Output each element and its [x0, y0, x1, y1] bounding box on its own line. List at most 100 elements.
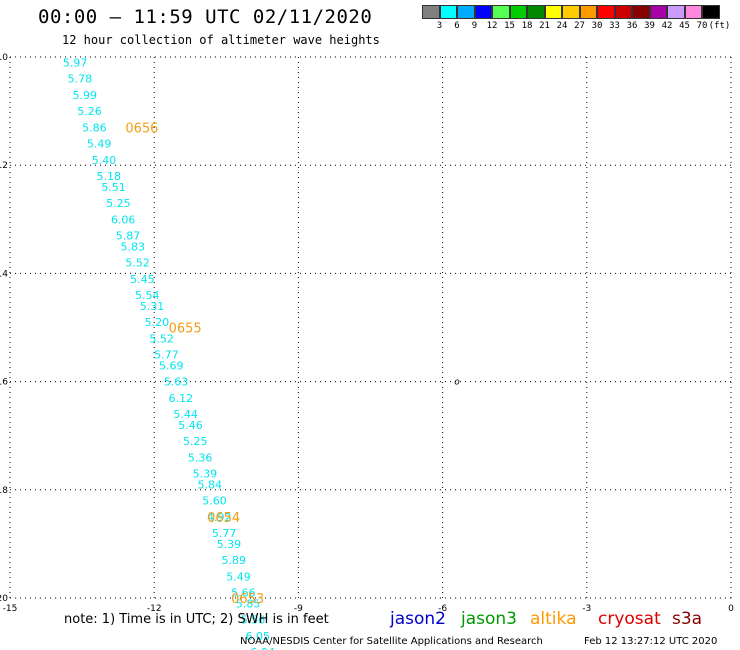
legend-cryosat: cryosat	[598, 609, 661, 629]
color-swatch	[597, 5, 615, 19]
x-tick-label: -15	[3, 604, 18, 614]
swh-value: 5.49	[226, 570, 251, 583]
color-scale-label: 12	[486, 21, 498, 31]
swh-value: 6.04	[250, 646, 274, 650]
y-tick-label: -12	[0, 161, 8, 171]
swh-value: 5.20	[145, 316, 170, 329]
color-swatch	[492, 5, 510, 19]
y-tick-label: -14	[0, 269, 8, 279]
x-tick-label: -9	[294, 604, 303, 614]
page-subtitle: 12 hour collection of altimeter wave hei…	[62, 33, 380, 47]
x-tick-label: -12	[147, 604, 162, 614]
swh-value: 5.77	[154, 349, 179, 362]
swh-value: 5.44	[173, 408, 198, 421]
color-scale-label: 45	[679, 21, 690, 31]
swh-value: 5.54	[135, 289, 160, 302]
color-scale-label: 6	[454, 21, 460, 31]
swh-value: 5.89	[221, 554, 246, 567]
color-scale-label: 36	[626, 21, 638, 31]
pass-time-label: 0656	[125, 121, 158, 136]
swh-value: 5.39	[193, 468, 218, 481]
color-swatch	[702, 5, 720, 19]
y-tick-label: -20	[0, 594, 8, 604]
legend-jason3: jason3	[461, 609, 517, 629]
swh-value: 5.51	[101, 181, 126, 194]
swh-value: 5.83	[121, 240, 146, 253]
color-scale-label: 21	[539, 21, 550, 31]
swh-value: 5.97	[63, 56, 88, 69]
x-tick-label: 0	[728, 604, 734, 614]
swh-value: 5.45	[130, 273, 155, 286]
swh-value: 5.87	[116, 230, 141, 243]
color-scale-label: 33	[609, 21, 620, 31]
pass-time-label: 0655	[169, 322, 202, 337]
color-swatch	[684, 5, 702, 19]
swh-value: 5.25	[106, 197, 131, 210]
swh-value: 5.86	[82, 121, 107, 134]
swh-value: 5.25	[183, 435, 208, 448]
units-note: note: 1) Time is in UTC; 2) SWH is in fe…	[64, 612, 329, 627]
color-swatch	[614, 5, 632, 19]
swh-value: 5.84	[197, 478, 222, 491]
swh-value: 6.05	[246, 630, 271, 643]
pass-time-label: 0654	[207, 511, 240, 526]
color-scale-label: 3	[436, 21, 443, 31]
swh-value: 5.56	[241, 614, 266, 627]
color-swatch	[474, 5, 492, 19]
swh-value: 5.99	[72, 89, 97, 102]
swh-value: 5.49	[87, 138, 112, 151]
color-scale-label: 24	[556, 21, 568, 31]
color-swatch	[667, 5, 685, 19]
swh-value: 5.63	[164, 376, 189, 389]
color-swatch	[509, 5, 527, 19]
swh-value: 5.52	[149, 332, 174, 345]
swh-value: 5.60	[202, 495, 227, 508]
color-scale-label: 70	[696, 21, 708, 31]
swh-value: 6.12	[169, 392, 194, 405]
color-swatch	[562, 5, 580, 19]
swh-value: 5.78	[68, 73, 93, 86]
color-swatch	[544, 5, 562, 19]
color-swatch	[422, 5, 440, 19]
color-scale-label: 18	[521, 21, 533, 31]
swh-value: 5.31	[140, 300, 165, 313]
swh-value: 5.26	[77, 105, 102, 118]
x-tick-label: -3	[582, 604, 591, 614]
color-scale-label: 27	[574, 21, 585, 31]
swh-value: 5.69	[159, 359, 184, 372]
swh-value: 5.46	[178, 419, 203, 432]
swh-value: 4.92	[207, 511, 232, 524]
page-title: 00:00 – 11:59 UTC 02/11/2020	[38, 6, 373, 28]
color-scale-label: 9	[471, 21, 478, 31]
color-scale-label: 42	[661, 21, 673, 31]
swh-value: 5.36	[188, 451, 213, 464]
y-tick-label: -10	[0, 53, 8, 63]
swh-value: 5.77	[212, 527, 237, 540]
pass-time-label: 0653	[231, 592, 264, 607]
color-swatch	[649, 5, 667, 19]
swh-value: 5.52	[125, 257, 150, 270]
color-swatch	[457, 5, 475, 19]
color-scale-label: 15	[504, 21, 515, 31]
color-swatch	[439, 5, 457, 19]
color-scale-label: 39	[644, 21, 655, 31]
footer-credit: NOAA/NESDIS Center for Satellite Applica…	[240, 636, 543, 647]
color-scale-label: (ft)	[708, 21, 731, 31]
color-swatch	[527, 5, 545, 19]
swh-value: 5.40	[92, 154, 117, 167]
color-swatch	[632, 5, 650, 19]
legend-s3a: s3a	[672, 609, 703, 629]
color-swatch	[579, 5, 597, 19]
swh-value: 5.18	[97, 170, 122, 183]
swh-value: 6.06	[111, 213, 136, 226]
swh-value: 5.39	[217, 538, 242, 551]
footer-timestamp: Feb 12 13:27:12 UTC 2020	[584, 636, 718, 647]
y-tick-label: -18	[0, 486, 8, 496]
location-marker: o	[454, 378, 460, 388]
y-tick-label: -16	[0, 378, 8, 388]
color-scale-label: 30	[591, 21, 603, 31]
legend-jason2: jason2	[390, 609, 446, 629]
legend-altika: altika	[530, 609, 577, 629]
swh-value: 5.66	[231, 587, 256, 600]
